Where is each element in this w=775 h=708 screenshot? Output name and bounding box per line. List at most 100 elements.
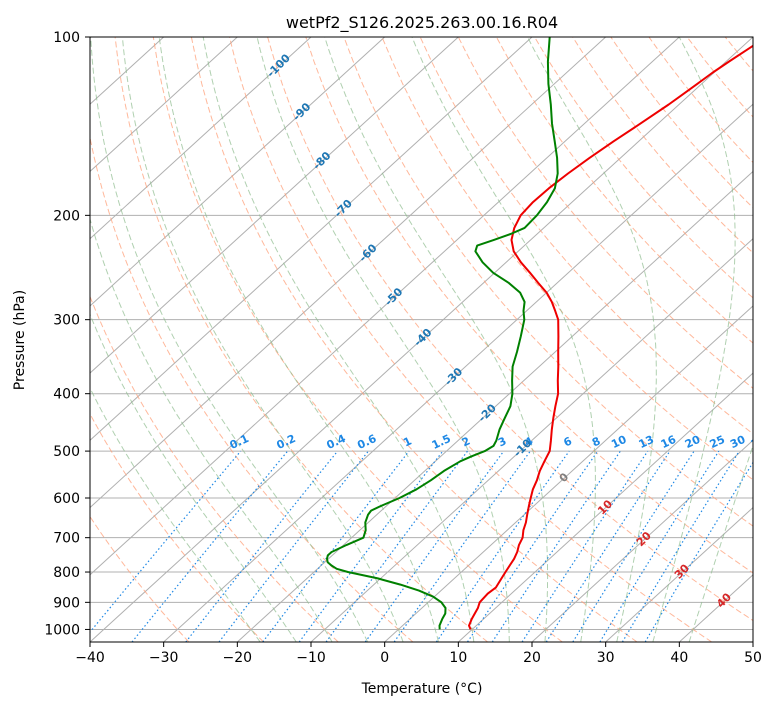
moist-adiabat <box>256 37 510 642</box>
moist-adiabat <box>411 37 596 642</box>
dry-adiabat <box>457 37 753 389</box>
isotherm-line <box>90 37 533 442</box>
mixing-ratio-line <box>491 450 621 642</box>
mixing-ratio-lines <box>90 450 753 642</box>
dry-adiabat <box>90 515 190 642</box>
dry-adiabat <box>495 37 753 344</box>
dry-adiabat <box>305 37 753 574</box>
mixing-ratio-label: 6 <box>562 434 575 449</box>
x-tick-label: 20 <box>523 650 541 666</box>
moist-adiabat <box>158 37 439 642</box>
mixing-ratio-label: 0.2 <box>275 432 298 452</box>
y-tick-label: 400 <box>53 387 80 403</box>
x-tick-label: 40 <box>670 650 688 666</box>
mixing-ratio-label: 13 <box>637 433 656 451</box>
moist-adiabat <box>90 387 261 642</box>
x-tick-label: 30 <box>597 650 615 666</box>
dry-adiabat <box>763 37 775 642</box>
y-axis-label: Pressure (hPa) <box>12 290 28 390</box>
isotherm-line <box>531 439 753 642</box>
moist-adiabat <box>90 217 333 642</box>
dry-adiabat <box>114 37 488 642</box>
dry-adiabat <box>724 37 753 72</box>
mixing-ratio-line <box>131 450 289 642</box>
dry-adiabats <box>90 37 775 642</box>
isotherm-line <box>90 37 607 509</box>
x-tick-label: −30 <box>149 650 179 666</box>
mixing-ratio-line <box>621 450 740 642</box>
mixing-ratio-line <box>298 450 444 642</box>
mixing-ratio-line <box>572 450 695 642</box>
dry-adiabat <box>572 37 753 254</box>
profile-series <box>326 37 753 630</box>
y-tick-label: 900 <box>53 595 80 611</box>
dry-adiabat <box>648 37 753 164</box>
dry-adiabat <box>686 37 753 118</box>
mixing-ratio-label: 16 <box>659 433 679 451</box>
y-tick-label: 500 <box>53 444 80 460</box>
mixing-ratio-label: 3 <box>496 434 508 449</box>
x-tick-label: −20 <box>223 650 253 666</box>
isotherm-line <box>457 372 753 642</box>
isotherm-gridlines <box>90 37 753 642</box>
mixing-ratio-line <box>521 450 649 642</box>
isopleth-labels: 0.1 0.2 0.4 0.6 1 1.5 2 3 4 6 8 10 13 16 20 25 30 36-100-… <box>228 51 769 610</box>
mixing-ratio-label: 20 <box>683 433 703 451</box>
y-tick-label: 1000 <box>44 622 80 638</box>
mixing-ratio-line <box>90 450 242 633</box>
mixing-ratio-label: 1 <box>401 434 413 449</box>
x-tick-label: 50 <box>744 650 762 666</box>
dewpoint-profile <box>326 37 559 630</box>
dry-adiabat <box>267 37 753 622</box>
isotherm-line <box>752 641 753 642</box>
mixing-ratio-label: 0.4 <box>325 432 348 452</box>
mixing-ratio-line <box>644 461 753 642</box>
dry-adiabat <box>90 295 339 642</box>
x-axis-label: Temperature (°C) <box>361 681 483 697</box>
mixing-ratio-line <box>185 450 339 642</box>
x-tick-label: 0 <box>380 650 389 666</box>
moist-adiabat <box>90 313 297 642</box>
isotherm-line <box>310 237 753 642</box>
moist-adiabats <box>90 37 753 642</box>
y-tick-label: 800 <box>53 565 80 581</box>
isotherm-line <box>90 37 753 642</box>
moist-adiabat <box>652 37 736 642</box>
isotherm-line <box>90 37 459 374</box>
mixing-ratio-line <box>364 450 505 642</box>
isotherm-line <box>90 37 386 307</box>
mixing-ratio-line <box>466 450 599 642</box>
dry-adiabat <box>152 37 563 642</box>
chart-title: wetPf2_S126.2025.263.00.16.R04 <box>286 13 558 33</box>
plot-frame <box>89 36 754 643</box>
mixing-ratio-line <box>599 450 720 642</box>
y-tick-label: 100 <box>53 30 80 46</box>
dry-adiabat <box>90 412 264 642</box>
mixing-ratio-label: 8 <box>590 434 602 449</box>
moist-adiabat <box>324 37 549 642</box>
x-tick-label: 10 <box>449 650 467 666</box>
dry-adiabat <box>229 37 712 642</box>
moist-adiabat <box>688 444 753 642</box>
dry-adiabat <box>190 37 638 642</box>
temperature-profile <box>468 44 753 630</box>
x-tick-label: −10 <box>296 650 326 666</box>
mixing-ratio-line <box>435 450 570 642</box>
dry-adiabat <box>343 37 753 527</box>
mixing-ratio-label: 10 <box>609 433 629 451</box>
x-tick-label: −40 <box>75 650 105 666</box>
y-tick-label: 700 <box>53 531 80 547</box>
mixing-ratio-line <box>545 450 671 642</box>
mixing-ratio-line <box>262 450 410 642</box>
moist-adiabat <box>121 37 404 642</box>
isotherm-line <box>384 305 753 642</box>
mixing-ratio-label: 36 <box>749 433 769 451</box>
mixing-ratio-line <box>393 450 531 642</box>
y-tick-label: 600 <box>53 491 80 507</box>
dry-adiabat <box>90 135 414 642</box>
isotherm-line <box>236 170 753 642</box>
plot-area: 0.1 0.2 0.4 0.6 1 1.5 2 3 4 6 8 10 13 16 20 25 30 36-100-… <box>90 37 775 642</box>
axis-ticks: −40 −30 −20 −10 0 10 20 30 40 5010020030040050060… <box>44 30 762 666</box>
y-tick-label: 300 <box>53 313 80 329</box>
